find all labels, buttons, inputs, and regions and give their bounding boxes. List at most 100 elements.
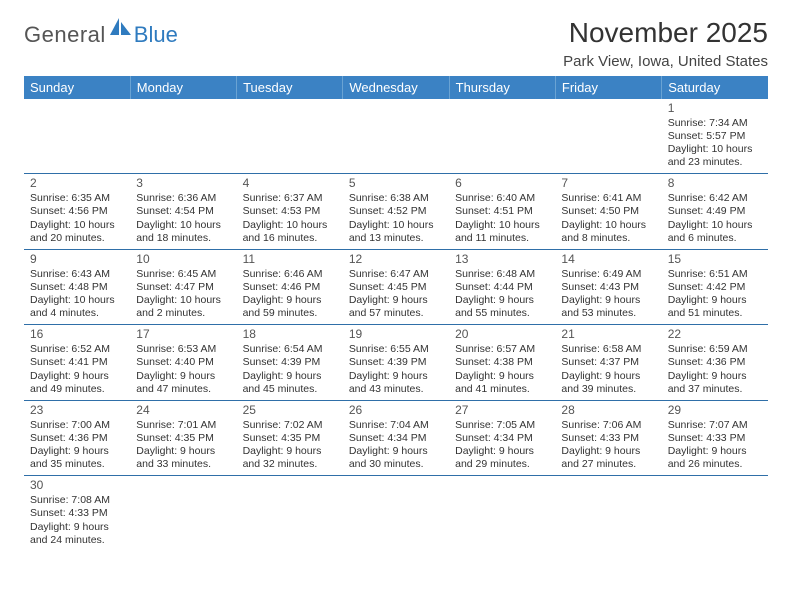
calendar-cell: 7Sunrise: 6:41 AMSunset: 4:50 PMDaylight… [555, 174, 661, 250]
day-number: 27 [455, 403, 549, 418]
day-number: 29 [668, 403, 762, 418]
day-detail: Sunrise: 7:06 AM [561, 419, 655, 432]
calendar-cell: 19Sunrise: 6:55 AMSunset: 4:39 PMDayligh… [343, 325, 449, 401]
day-detail: Sunrise: 7:08 AM [30, 494, 124, 507]
day-detail: and 32 minutes. [243, 458, 337, 471]
day-detail: Sunrise: 6:58 AM [561, 343, 655, 356]
calendar-cell [24, 99, 130, 174]
day-detail: Sunrise: 7:34 AM [668, 117, 762, 130]
weekday-header: Tuesday [237, 76, 343, 99]
calendar-cell [237, 476, 343, 551]
day-detail: Daylight: 10 hours [668, 143, 762, 156]
day-detail: and 2 minutes. [136, 307, 230, 320]
day-detail: Daylight: 9 hours [668, 294, 762, 307]
day-detail: Daylight: 9 hours [30, 370, 124, 383]
day-detail: Sunset: 4:54 PM [136, 205, 230, 218]
day-detail: Daylight: 9 hours [668, 445, 762, 458]
day-detail: and 53 minutes. [561, 307, 655, 320]
day-number: 25 [243, 403, 337, 418]
day-number: 30 [30, 478, 124, 493]
day-detail: Daylight: 9 hours [561, 445, 655, 458]
calendar-cell: 28Sunrise: 7:06 AMSunset: 4:33 PMDayligh… [555, 400, 661, 476]
calendar-cell: 23Sunrise: 7:00 AMSunset: 4:36 PMDayligh… [24, 400, 130, 476]
day-detail: Daylight: 10 hours [136, 219, 230, 232]
calendar-cell: 13Sunrise: 6:48 AMSunset: 4:44 PMDayligh… [449, 249, 555, 325]
calendar-cell: 21Sunrise: 6:58 AMSunset: 4:37 PMDayligh… [555, 325, 661, 401]
day-detail: Sunset: 4:33 PM [668, 432, 762, 445]
day-number: 13 [455, 252, 549, 267]
calendar-cell: 6Sunrise: 6:40 AMSunset: 4:51 PMDaylight… [449, 174, 555, 250]
calendar-cell [237, 99, 343, 174]
calendar-cell: 16Sunrise: 6:52 AMSunset: 4:41 PMDayligh… [24, 325, 130, 401]
day-detail: Sunset: 4:36 PM [668, 356, 762, 369]
day-detail: and 57 minutes. [349, 307, 443, 320]
day-number: 4 [243, 176, 337, 191]
day-detail: Sunset: 4:48 PM [30, 281, 124, 294]
day-detail: and 33 minutes. [136, 458, 230, 471]
day-detail: and 41 minutes. [455, 383, 549, 396]
calendar-cell: 29Sunrise: 7:07 AMSunset: 4:33 PMDayligh… [662, 400, 768, 476]
day-detail: Sunset: 4:36 PM [30, 432, 124, 445]
day-detail: Daylight: 10 hours [30, 294, 124, 307]
weekday-header: Wednesday [343, 76, 449, 99]
day-detail: Sunset: 4:53 PM [243, 205, 337, 218]
day-number: 7 [561, 176, 655, 191]
day-detail: Sunrise: 7:01 AM [136, 419, 230, 432]
day-number: 3 [136, 176, 230, 191]
day-detail: Sunset: 4:45 PM [349, 281, 443, 294]
day-detail: Daylight: 9 hours [455, 294, 549, 307]
calendar-cell: 8Sunrise: 6:42 AMSunset: 4:49 PMDaylight… [662, 174, 768, 250]
calendar-table: SundayMondayTuesdayWednesdayThursdayFrid… [24, 76, 768, 551]
day-number: 23 [30, 403, 124, 418]
day-detail: Daylight: 9 hours [349, 370, 443, 383]
day-detail: Sunset: 4:39 PM [243, 356, 337, 369]
day-number: 16 [30, 327, 124, 342]
logo-sail-icon [110, 18, 132, 40]
calendar-cell [555, 99, 661, 174]
day-detail: and 24 minutes. [30, 534, 124, 547]
day-detail: and 26 minutes. [668, 458, 762, 471]
weekday-header: Thursday [449, 76, 555, 99]
day-detail: and 55 minutes. [455, 307, 549, 320]
day-detail: Sunrise: 6:43 AM [30, 268, 124, 281]
day-detail: Sunset: 4:47 PM [136, 281, 230, 294]
day-detail: Sunrise: 6:45 AM [136, 268, 230, 281]
day-detail: Daylight: 9 hours [349, 294, 443, 307]
calendar-cell: 25Sunrise: 7:02 AMSunset: 4:35 PMDayligh… [237, 400, 343, 476]
calendar-cell: 24Sunrise: 7:01 AMSunset: 4:35 PMDayligh… [130, 400, 236, 476]
day-detail: Daylight: 10 hours [349, 219, 443, 232]
day-detail: and 39 minutes. [561, 383, 655, 396]
day-number: 5 [349, 176, 443, 191]
day-detail: Daylight: 10 hours [136, 294, 230, 307]
calendar-cell: 11Sunrise: 6:46 AMSunset: 4:46 PMDayligh… [237, 249, 343, 325]
day-detail: Daylight: 9 hours [561, 294, 655, 307]
day-detail: Sunset: 4:50 PM [561, 205, 655, 218]
calendar-cell: 5Sunrise: 6:38 AMSunset: 4:52 PMDaylight… [343, 174, 449, 250]
day-detail: Sunrise: 7:04 AM [349, 419, 443, 432]
day-detail: and 43 minutes. [349, 383, 443, 396]
day-number: 11 [243, 252, 337, 267]
day-number: 19 [349, 327, 443, 342]
day-detail: Sunset: 4:35 PM [243, 432, 337, 445]
day-number: 24 [136, 403, 230, 418]
day-detail: Sunrise: 6:57 AM [455, 343, 549, 356]
day-number: 28 [561, 403, 655, 418]
page-title: November 2025 [563, 18, 768, 49]
day-number: 2 [30, 176, 124, 191]
calendar-cell: 20Sunrise: 6:57 AMSunset: 4:38 PMDayligh… [449, 325, 555, 401]
day-detail: Sunset: 4:43 PM [561, 281, 655, 294]
day-detail: Daylight: 10 hours [243, 219, 337, 232]
day-detail: and 29 minutes. [455, 458, 549, 471]
weekday-header: Saturday [662, 76, 768, 99]
day-detail: and 37 minutes. [668, 383, 762, 396]
day-detail: Sunrise: 6:35 AM [30, 192, 124, 205]
day-number: 1 [668, 101, 762, 116]
day-detail: and 23 minutes. [668, 156, 762, 169]
calendar-cell: 17Sunrise: 6:53 AMSunset: 4:40 PMDayligh… [130, 325, 236, 401]
calendar-cell: 10Sunrise: 6:45 AMSunset: 4:47 PMDayligh… [130, 249, 236, 325]
day-detail: Sunrise: 6:51 AM [668, 268, 762, 281]
day-detail: Sunrise: 6:40 AM [455, 192, 549, 205]
day-detail: Sunset: 4:46 PM [243, 281, 337, 294]
logo-text-right: Blue [134, 24, 178, 46]
day-detail: Sunrise: 7:05 AM [455, 419, 549, 432]
